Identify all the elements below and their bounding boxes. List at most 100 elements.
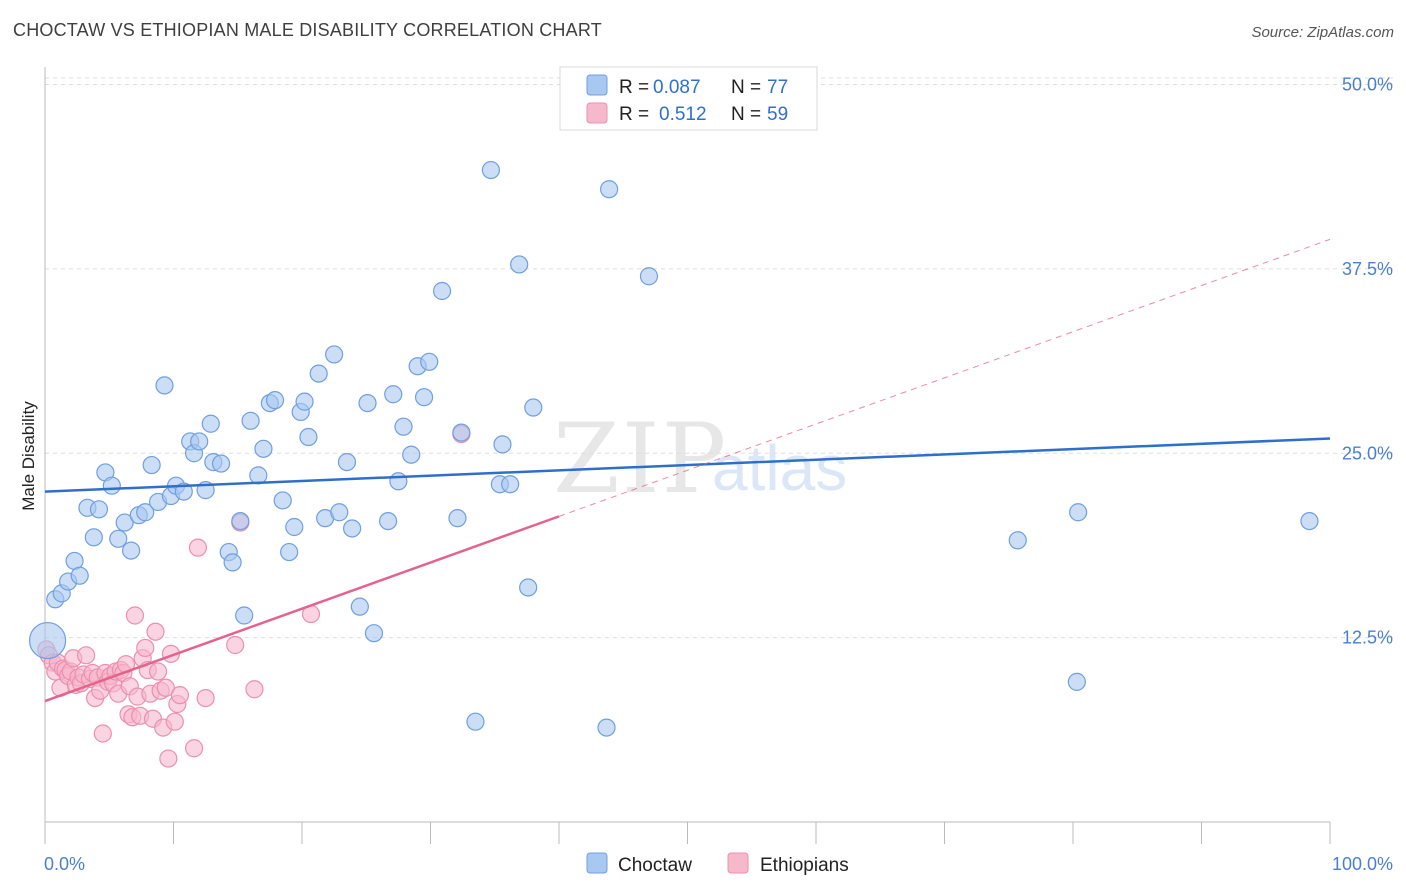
choctaw-point-46 xyxy=(325,345,344,364)
choctaw-point-28 xyxy=(211,454,231,473)
choctaw-point-39 xyxy=(280,542,299,562)
ethiopian-point-42 xyxy=(146,622,165,641)
choctaw-point-64 xyxy=(466,712,485,731)
choctaw-point-5 xyxy=(70,566,89,585)
choctaw-point-0 xyxy=(28,621,67,660)
choctaw-point-65 xyxy=(481,160,500,180)
choctaw-point-15 xyxy=(136,503,155,522)
choctaw-point-76 xyxy=(1067,672,1086,691)
legend-box: R = 0.087 N = 77 R = 0.512 N = 59 xyxy=(559,66,818,131)
choctaw-point-69 xyxy=(510,255,529,274)
y-tick-labels: 12.5% 25.0% 37.5% 50.0% xyxy=(1342,75,1393,648)
choctaw-point-42 xyxy=(295,392,314,411)
choctaw-point-44 xyxy=(309,364,328,383)
choctaw-point-7 xyxy=(84,528,103,547)
choctaw-point-26 xyxy=(201,414,220,433)
ethiopian-point-49 xyxy=(165,712,184,731)
choctaw-point-50 xyxy=(350,597,369,616)
ethiopian-point-34 xyxy=(125,606,145,625)
choctaw-point-47 xyxy=(330,503,349,522)
x-tick-min: 0.0% xyxy=(44,854,85,874)
choctaw-point-8 xyxy=(89,500,109,519)
choctaw-point-49 xyxy=(343,519,362,538)
choctaw-point-68 xyxy=(501,475,520,494)
choctaw-point-62 xyxy=(448,509,467,528)
bottom-legend-ethiopians: Ethiopians xyxy=(760,855,849,876)
ethiopian-point-53 xyxy=(188,538,208,557)
ethiopian-trend-extension xyxy=(558,238,1331,517)
choctaw-point-60 xyxy=(420,352,439,371)
choctaw-point-67 xyxy=(493,435,512,454)
choctaw-point-70 xyxy=(519,578,538,597)
legend-n-value-1: 77 xyxy=(767,77,788,98)
choctaw-point-51 xyxy=(358,394,377,413)
y-tick-label-1: 25.0% xyxy=(1342,443,1393,463)
choctaw-point-35 xyxy=(254,439,273,458)
choctaw-point-53 xyxy=(378,511,398,531)
ethiopian-point-43 xyxy=(148,662,168,681)
y-tick-label-3: 50.0% xyxy=(1342,75,1393,95)
y-tick-label-0: 12.5% xyxy=(1342,628,1393,648)
ethiopian-point-38 xyxy=(136,638,155,658)
choctaw-point-18 xyxy=(155,376,174,395)
watermark-zip: ZIP xyxy=(553,403,728,515)
choctaw-point-73 xyxy=(600,180,619,199)
choctaw-point-38 xyxy=(273,491,292,510)
y-axis-label: Male Disability xyxy=(19,401,38,511)
source-label: Source: ZipAtlas.com xyxy=(1251,24,1394,41)
watermark-atlas: atlas xyxy=(712,432,847,504)
choctaw-point-63 xyxy=(452,423,471,442)
ethiopian-point-54 xyxy=(196,688,215,708)
choctaw-point-37 xyxy=(265,391,285,410)
legend-r-value-2: 0.512 xyxy=(659,104,707,125)
choctaw-point-30 xyxy=(223,553,242,572)
bottom-legend: Choctaw Ethiopians xyxy=(586,852,849,876)
choctaw-point-75 xyxy=(1008,531,1027,550)
ethiopian-trend-line xyxy=(44,515,560,703)
bottom-legend-swatch-choctaw xyxy=(586,852,608,874)
choctaw-point-56 xyxy=(394,417,413,436)
legend-n-value-2: 59 xyxy=(767,104,788,125)
choctaw-point-13 xyxy=(121,541,141,560)
ethiopian-point-21 xyxy=(93,724,112,743)
choctaw-point-54 xyxy=(384,385,403,404)
y-tick-label-2: 37.5% xyxy=(1342,259,1393,279)
axes xyxy=(44,67,1331,844)
ethiopian-point-46 xyxy=(156,678,175,697)
choctaw-point-74 xyxy=(639,267,659,286)
choctaw-point-31 xyxy=(231,511,250,531)
choctaw-point-61 xyxy=(432,281,452,301)
x-tick-max: 100.0% xyxy=(1332,854,1393,874)
choctaw-point-10 xyxy=(102,476,121,495)
choctaw-points xyxy=(28,160,1319,737)
bottom-legend-swatch-ethiopian xyxy=(727,852,749,874)
choctaw-point-52 xyxy=(364,624,384,643)
legend-swatch-ethiopian xyxy=(586,102,608,124)
choctaw-trend-line xyxy=(44,437,1331,493)
legend-n-label-1: N = xyxy=(731,77,761,98)
legend-swatch-choctaw xyxy=(586,74,608,96)
choctaw-point-48 xyxy=(337,453,357,472)
choctaw-point-16 xyxy=(142,455,161,475)
ethiopian-point-51 xyxy=(170,686,190,705)
choctaw-point-40 xyxy=(285,517,304,537)
legend-r-label-2: R = xyxy=(619,104,649,125)
ethiopian-point-15 xyxy=(77,646,96,665)
ethiopian-point-52 xyxy=(184,739,204,758)
choctaw-point-57 xyxy=(402,445,421,464)
choctaw-point-55 xyxy=(389,472,408,491)
choctaw-point-71 xyxy=(524,398,543,417)
ethiopian-point-47 xyxy=(159,749,178,768)
trend-lines xyxy=(44,238,1331,703)
choctaw-point-33 xyxy=(241,411,260,430)
legend-r-label-1: R = xyxy=(619,77,649,98)
ethiopian-point-55 xyxy=(226,635,245,655)
legend-n-label-2: N = xyxy=(731,104,761,125)
choctaw-point-11 xyxy=(109,529,128,548)
choctaw-point-32 xyxy=(235,606,254,625)
ethiopian-point-57 xyxy=(245,680,264,699)
grid-lines xyxy=(45,77,1393,639)
legend-r-value-1: 0.087 xyxy=(653,77,701,98)
choctaw-point-77 xyxy=(1069,503,1088,522)
